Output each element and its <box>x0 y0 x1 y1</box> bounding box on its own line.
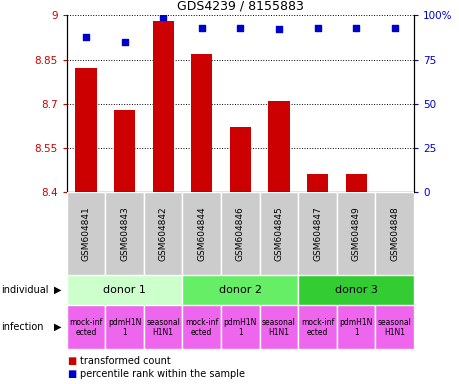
Bar <box>336 192 375 275</box>
Text: GSM604848: GSM604848 <box>389 206 398 261</box>
Text: ■: ■ <box>67 369 76 379</box>
Bar <box>297 275 413 305</box>
Bar <box>375 305 413 349</box>
Text: ▶: ▶ <box>54 285 62 295</box>
Text: GSM604845: GSM604845 <box>274 206 283 261</box>
Text: transformed count: transformed count <box>80 356 171 366</box>
Bar <box>152 21 174 192</box>
Text: donor 2: donor 2 <box>218 285 261 295</box>
Text: GSM604846: GSM604846 <box>235 206 244 261</box>
Bar <box>67 275 182 305</box>
Bar <box>182 275 297 305</box>
Point <box>274 26 282 33</box>
Text: ■: ■ <box>67 356 76 366</box>
Bar <box>221 192 259 275</box>
Bar <box>182 192 221 275</box>
Bar <box>67 305 105 349</box>
Point <box>352 25 359 31</box>
Point <box>390 25 397 31</box>
Text: GSM604841: GSM604841 <box>81 206 90 261</box>
Text: seasonal
H1N1: seasonal H1N1 <box>262 318 295 337</box>
Bar <box>144 192 182 275</box>
Bar <box>345 174 366 192</box>
Bar <box>268 101 289 192</box>
Bar <box>221 305 259 349</box>
Text: pdmH1N
1: pdmH1N 1 <box>108 318 141 337</box>
Text: mock-inf
ected: mock-inf ected <box>69 318 102 337</box>
Text: percentile rank within the sample: percentile rank within the sample <box>80 369 245 379</box>
Bar <box>306 174 327 192</box>
Text: GSM604849: GSM604849 <box>351 206 360 261</box>
Point <box>82 33 90 40</box>
Bar <box>114 109 135 192</box>
Text: donor 3: donor 3 <box>334 285 377 295</box>
Bar <box>67 192 105 275</box>
Text: mock-inf
ected: mock-inf ected <box>300 318 333 337</box>
Point <box>313 25 320 31</box>
Bar <box>297 305 336 349</box>
Text: GSM604842: GSM604842 <box>158 206 168 261</box>
Text: infection: infection <box>1 322 43 332</box>
Bar <box>259 305 297 349</box>
Text: donor 1: donor 1 <box>103 285 146 295</box>
Bar <box>105 192 144 275</box>
Text: seasonal
H1N1: seasonal H1N1 <box>146 318 180 337</box>
Text: seasonal
H1N1: seasonal H1N1 <box>377 318 411 337</box>
Text: individual: individual <box>1 285 48 295</box>
Text: mock-inf
ected: mock-inf ected <box>185 318 218 337</box>
Text: pdmH1N
1: pdmH1N 1 <box>339 318 372 337</box>
Text: GSM604847: GSM604847 <box>312 206 321 261</box>
Bar <box>191 54 212 192</box>
Bar <box>105 305 144 349</box>
Bar <box>182 305 221 349</box>
Text: GSM604844: GSM604844 <box>197 206 206 261</box>
Bar <box>336 305 375 349</box>
Point <box>236 25 244 31</box>
Point <box>159 14 167 20</box>
Bar <box>144 305 182 349</box>
Text: ▶: ▶ <box>54 322 62 332</box>
Bar <box>297 192 336 275</box>
Text: pdmH1N
1: pdmH1N 1 <box>223 318 257 337</box>
Point <box>198 25 205 31</box>
Bar <box>259 192 297 275</box>
Bar <box>229 127 251 192</box>
Text: GSM604843: GSM604843 <box>120 206 129 261</box>
Point <box>121 39 128 45</box>
Bar <box>375 192 413 275</box>
Title: GDS4239 / 8155883: GDS4239 / 8155883 <box>177 0 303 13</box>
Bar <box>75 68 96 192</box>
